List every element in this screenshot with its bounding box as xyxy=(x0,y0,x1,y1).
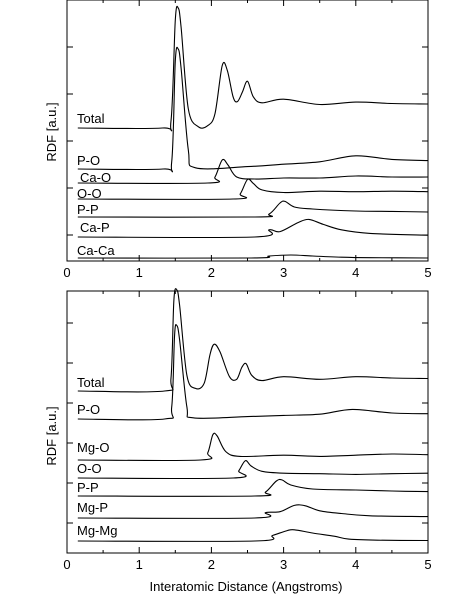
series-label-ca-o: Ca-O xyxy=(80,170,111,185)
rdf-curve-o-o xyxy=(77,178,429,200)
x-tick-label: 3 xyxy=(280,265,287,280)
x-tick-label: 5 xyxy=(424,557,431,572)
series-label-mg-p: Mg-P xyxy=(77,500,108,515)
x-tick-label: 1 xyxy=(136,557,143,572)
x-tick-label: 2 xyxy=(208,265,215,280)
x-tick-label: 5 xyxy=(424,265,431,280)
series-label-p-p: P-P xyxy=(77,202,99,217)
series-label-p-o: P-O xyxy=(77,402,100,417)
x-tick-label: 0 xyxy=(63,265,70,280)
x-tick-label: 3 xyxy=(280,557,287,572)
top-rdf-panel: RDF [a.u.] 0 1 2 3 4 5 Total P-O Ca-OO-OP-P Ca-P C… xyxy=(44,0,432,280)
rdf-curve-mg-mg xyxy=(77,529,429,542)
rdf-curve-mg-o xyxy=(77,432,429,462)
x-tick-label: 0 xyxy=(63,557,70,572)
bottom-rdf-panel: RDF [a.u.] Interatomic Distance (Angstro… xyxy=(44,288,432,594)
plot-frame xyxy=(66,290,429,554)
rdf-curve-total xyxy=(77,288,429,393)
bottom-panel-y-axis-label: RDF [a.u.] xyxy=(44,406,59,465)
series-label-p-o: P-O xyxy=(77,153,100,168)
series-label-p-p: P-P xyxy=(77,480,99,495)
rdf-curve-o-o xyxy=(77,460,429,480)
series-label-mg-mg: Mg-Mg xyxy=(77,523,117,538)
rdf-curve-ca-p xyxy=(77,218,429,239)
x-axis-label: Interatomic Distance (Angstroms) xyxy=(150,579,343,594)
x-tick-label: 1 xyxy=(136,265,143,280)
rdf-curve-p-p xyxy=(77,478,429,497)
series-label-ca-p: Ca-P xyxy=(80,220,110,235)
rdf-curve-total xyxy=(77,5,429,132)
rdf-curve-mg-p xyxy=(77,504,429,519)
x-tick-label: 4 xyxy=(352,265,359,280)
rdf-curve-p-p xyxy=(77,200,429,218)
series-label-total: Total xyxy=(77,375,105,390)
x-tick-label: 4 xyxy=(352,557,359,572)
rdf-curve-ca-ca xyxy=(77,254,429,259)
series-label-ca-ca: Ca-Ca xyxy=(77,243,115,258)
rdf-curve-p-o xyxy=(77,323,429,421)
series-label-total: Total xyxy=(77,111,105,126)
series-label-o-o: O-O xyxy=(77,461,102,476)
plot-frame xyxy=(66,0,429,262)
rdf-curve-p-o xyxy=(77,46,429,173)
x-tick-label: 2 xyxy=(208,557,215,572)
series-label-o-o: O-O xyxy=(77,186,102,201)
top-panel-y-axis-label: RDF [a.u.] xyxy=(44,102,59,161)
series-label-mg-o: Mg-O xyxy=(77,440,110,455)
rdf-curve-ca-o xyxy=(77,158,429,184)
